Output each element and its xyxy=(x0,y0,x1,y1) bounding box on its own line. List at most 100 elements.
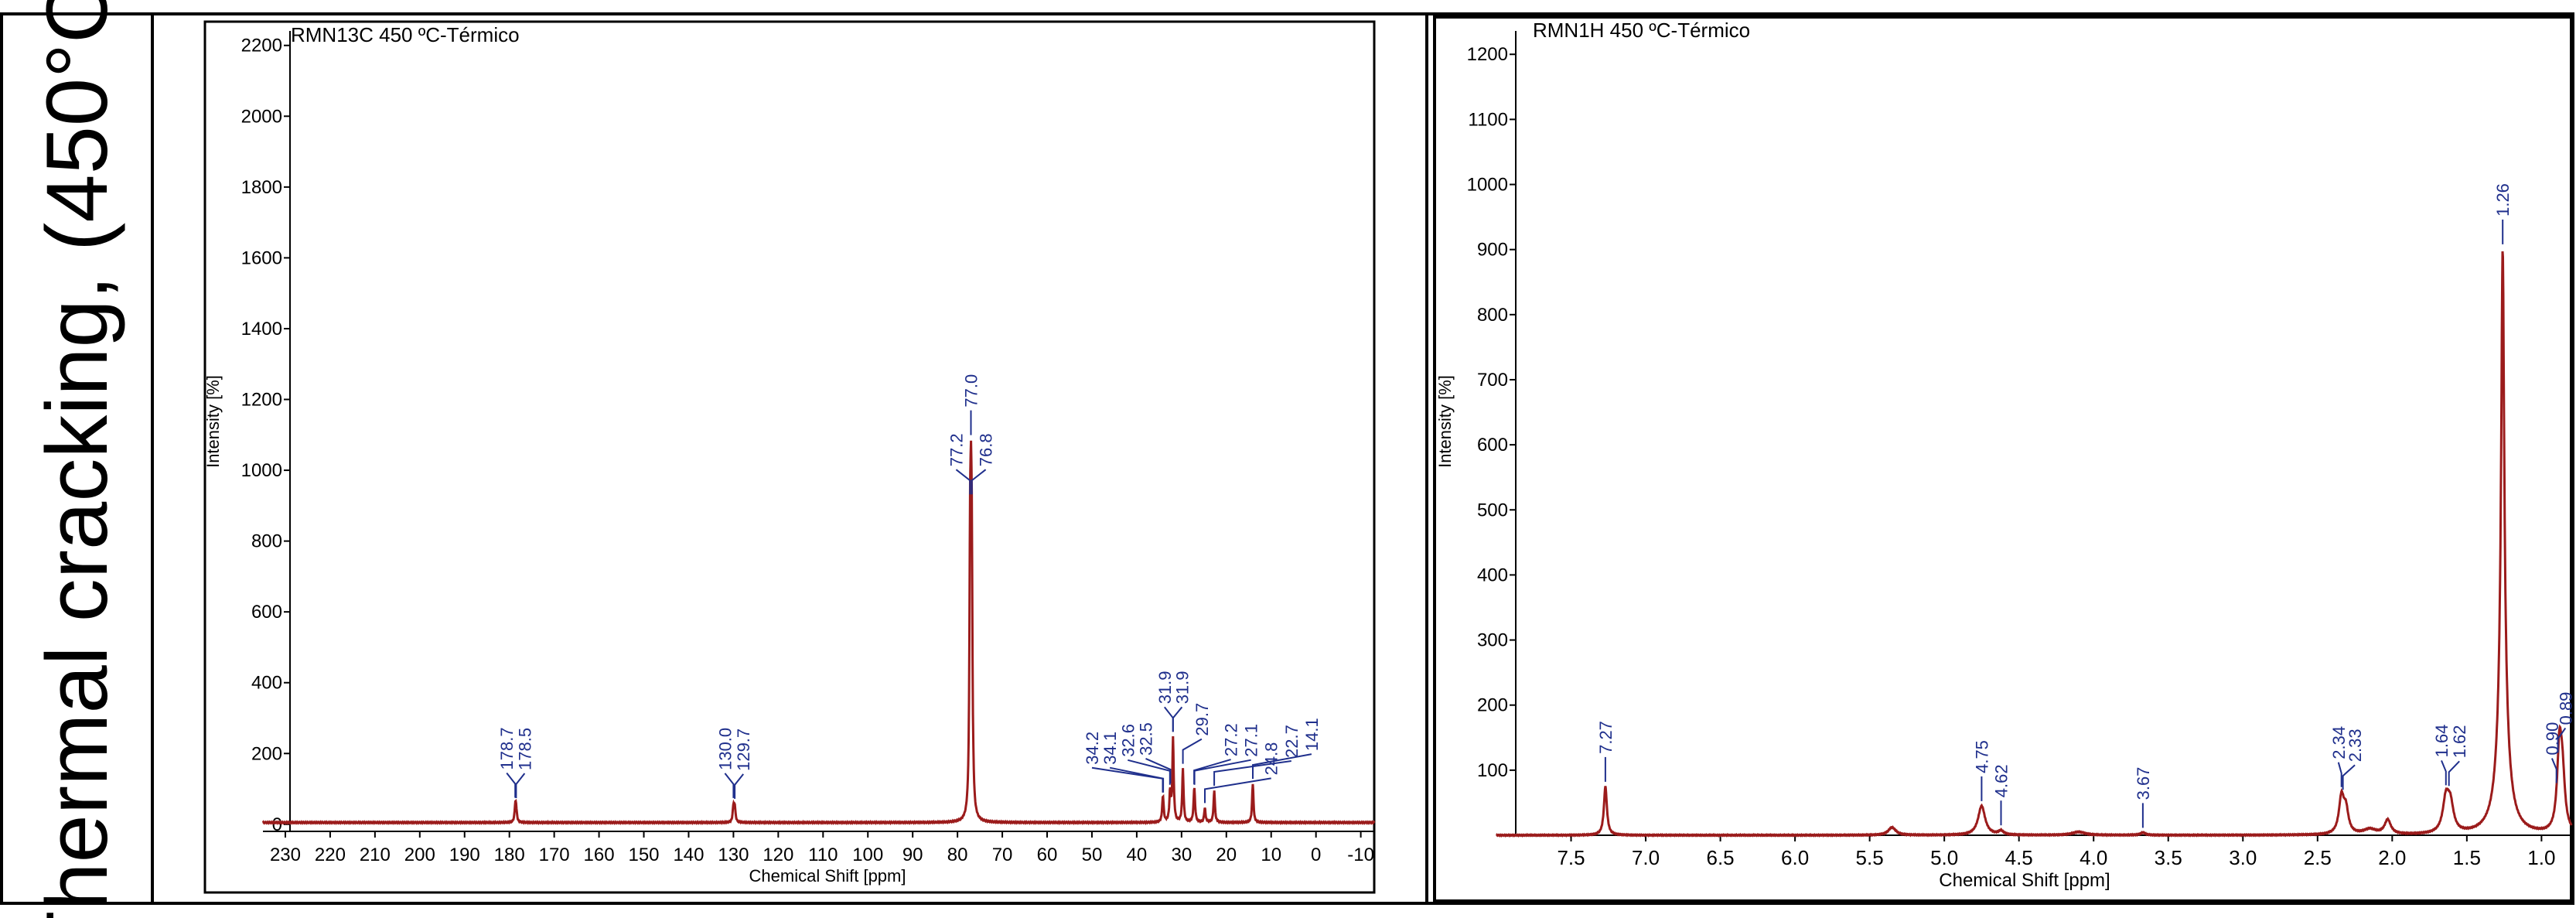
h1-y-tick-label: 800 xyxy=(1477,305,1508,326)
c13-x-tick-label: 80 xyxy=(947,845,968,865)
h1-peak-leader xyxy=(2448,760,2460,787)
c13-y-tick-label: 400 xyxy=(251,673,282,694)
h1-peak-label: 1.62 xyxy=(2450,725,2469,758)
c13-y-tick-label: 1000 xyxy=(241,460,282,481)
c13-peak-label: 77.0 xyxy=(962,374,981,408)
h1-x-tick-label: 2.5 xyxy=(2304,846,2332,869)
c13-y-tick-label: 2000 xyxy=(241,106,282,127)
h1-x-axis-label: Chemical Shift [ppm] xyxy=(1939,870,2110,891)
h1-peak-label: 2.33 xyxy=(2346,729,2365,762)
c13-x-tick-label: 200 xyxy=(404,845,435,865)
c13-peak-label: 32.6 xyxy=(1118,724,1138,757)
h1-peak-leader xyxy=(2441,760,2447,786)
c13-peak-leader xyxy=(734,773,744,799)
c13-peak-leader xyxy=(506,772,517,798)
h1-x-tick-label: 3.0 xyxy=(2229,846,2257,869)
h1-peak-label: 4.62 xyxy=(1992,764,2011,797)
h1-x-tick-label: 5.0 xyxy=(1930,846,1958,869)
h1-x-tick-label: 7.5 xyxy=(1557,846,1585,869)
c13-x-tick-label: -10 xyxy=(1347,845,1374,865)
h1-x-tick-label: 6.5 xyxy=(1707,846,1735,869)
h1-x-tick-label: 2.0 xyxy=(2378,846,2406,869)
c13-y-tick-label: 1400 xyxy=(241,319,282,340)
c13-peak-label: 27.1 xyxy=(1242,724,1261,757)
c13-peak-label: 14.1 xyxy=(1302,718,1322,751)
c13-peak-label: 129.7 xyxy=(734,729,753,771)
h1-x-tick-label: 7.0 xyxy=(1632,846,1660,869)
c13-spectrum-line xyxy=(261,440,1376,826)
c13-x-tick-label: 110 xyxy=(808,845,838,865)
c13-peak-label: 31.9 xyxy=(1155,671,1175,704)
h1-x-tick-label: 4.0 xyxy=(2080,846,2107,869)
c13-peak-label: 27.2 xyxy=(1222,723,1241,756)
h1-chart-title: RMN1H 450 ºC-Térmico xyxy=(1533,19,1750,42)
h1-y-tick-label: 400 xyxy=(1477,565,1508,585)
c13-y-tick-label: 2200 xyxy=(241,36,282,56)
c13-peak-leader xyxy=(1252,753,1312,780)
c13-x-tick-label: 180 xyxy=(494,845,525,865)
c13-peak-leader xyxy=(1193,759,1231,785)
c13-peak-label: 76.8 xyxy=(977,433,996,466)
c13-peak-label: 32.5 xyxy=(1137,722,1156,756)
h1-peak-leader xyxy=(2342,764,2356,790)
h1-y-tick-label: 100 xyxy=(1477,760,1508,781)
h1-y-tick-label: 1200 xyxy=(1467,44,1508,65)
c13-peak-leader xyxy=(1172,706,1183,732)
c13-peak-label: 178.7 xyxy=(497,727,517,770)
c13-peak-label: 130.0 xyxy=(715,728,735,770)
h1-y-tick-label: 900 xyxy=(1477,240,1508,261)
c13-peak-label: 34.1 xyxy=(1100,732,1120,765)
h1-x-tick-label: 6.0 xyxy=(1781,846,1809,869)
c13-peak-leader xyxy=(515,773,526,798)
h1-peak-leader xyxy=(2550,758,2557,783)
c13-spectrum-trace xyxy=(261,440,1376,826)
c13-peak-leader xyxy=(1109,766,1165,793)
c13-x-tick-label: 230 xyxy=(270,845,301,865)
h1-peak-label: 1.26 xyxy=(2493,183,2513,217)
h1-peak-label: 2.34 xyxy=(2329,726,2349,759)
c13-y-tick-label: 1600 xyxy=(241,247,282,268)
c13-peak-label: 77.2 xyxy=(947,433,966,466)
c13-x-tick-label: 170 xyxy=(539,845,570,865)
h1-y-tick-label: 200 xyxy=(1477,695,1508,716)
outer-frame xyxy=(0,12,2574,905)
h1-peak-label: 0.89 xyxy=(2556,692,2575,725)
h1-x-tick-label: 1.5 xyxy=(2453,846,2481,869)
c13-peak-label: 29.7 xyxy=(1192,703,1212,736)
c13-peak-leader xyxy=(1182,738,1203,764)
c13-x-axis: 230 220 210 200 190 180 170 160 150 140 130 120 110 1… xyxy=(263,831,1374,865)
h1-y-axis: 100 200 300 400 500 600 700 800 900 1000 1100 1200 xyxy=(1467,31,1517,835)
h1-y-tick-label: 600 xyxy=(1477,435,1508,456)
c13-x-tick-label: 210 xyxy=(360,845,391,865)
c13-chart-title: RMN13C 450 ºC-Térmico xyxy=(291,23,520,46)
c13-y-axis-label: Intensity [%] xyxy=(203,375,223,468)
h1-y-tick-label: 500 xyxy=(1477,500,1508,520)
h1-y-tick-label: 300 xyxy=(1477,630,1508,651)
c13-x-tick-label: 190 xyxy=(449,845,480,865)
h1-peak-label: 3.67 xyxy=(2134,767,2153,800)
c13-peak-label: 34.2 xyxy=(1083,732,1102,765)
h1-peak-leader xyxy=(2337,762,2342,787)
h1-x-tick-label: 4.5 xyxy=(2005,846,2033,869)
c13-x-tick-label: 220 xyxy=(315,845,346,865)
c13-x-tick-label: 100 xyxy=(852,845,883,865)
h1-x-tick-label: 5.5 xyxy=(1856,846,1884,869)
c13-y-axis: 0200400600800100012001400160018002000220… xyxy=(241,31,291,835)
c13-peak-label: 24.8 xyxy=(1262,742,1281,776)
h1-peak-label: 7.27 xyxy=(1596,721,1616,754)
h1-x-axis: 7.5 7.0 6.5 6.0 5.5 5.0 4.5 4.0 3.5 3.0 2.5 2.0 1.5 1… xyxy=(1496,834,2571,869)
h1-peak-leader xyxy=(2557,727,2567,753)
c13-peak-leader xyxy=(1164,706,1174,732)
c13-y-tick-label: 600 xyxy=(251,602,282,623)
chart-h1: 100200300400500600700800900100011001200 … xyxy=(1433,15,2575,903)
c13-x-tick-label: 50 xyxy=(1082,845,1103,865)
h1-plot-frame xyxy=(1433,15,2573,903)
h1-peak-label: 1.64 xyxy=(2432,725,2451,758)
c13-x-tick-label: 10 xyxy=(1261,845,1281,865)
c13-peak-leader xyxy=(1213,760,1291,786)
c13-y-tick-label: 800 xyxy=(251,531,282,552)
row-label: Thermal cracking, (450°C) xyxy=(29,0,125,918)
c13-x-tick-label: 20 xyxy=(1216,845,1237,865)
